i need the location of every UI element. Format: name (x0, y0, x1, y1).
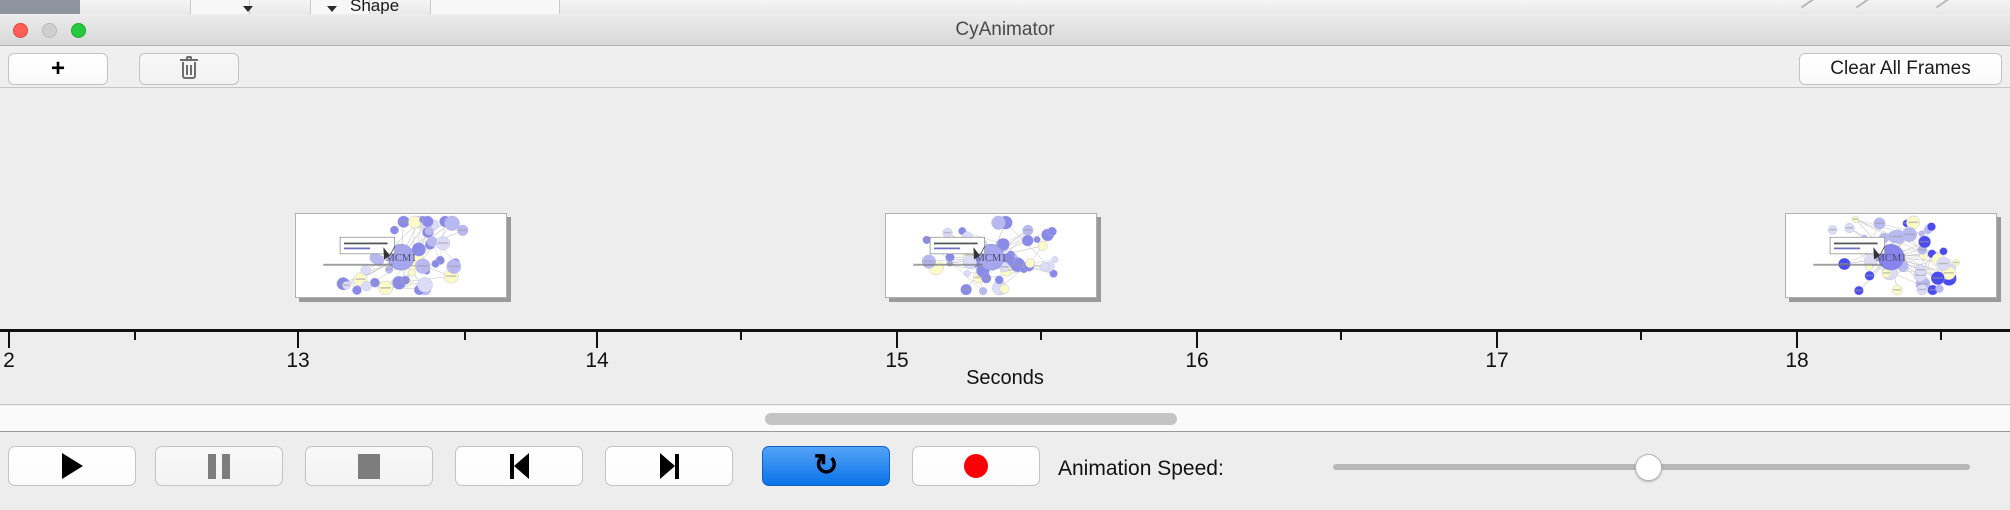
background-decor (1935, 0, 1951, 9)
ruler-tick (1496, 329, 1498, 348)
pause-icon (208, 453, 230, 479)
ruler-tick (740, 329, 742, 340)
skip-end-icon (659, 453, 679, 479)
background-tab (430, 0, 560, 14)
background-decor (1855, 0, 1871, 9)
ruler-tick-label: 13 (286, 349, 310, 372)
ruler-tick-label: 2 (3, 349, 15, 372)
ruler-tick-label: 18 (1785, 349, 1809, 372)
ruler-tick-label: 16 (1185, 349, 1209, 372)
plus-icon: + (50, 55, 65, 82)
ruler-tick-label: 14 (585, 349, 609, 372)
svg-text:MCM1: MCM1 (386, 253, 417, 264)
close-icon[interactable] (13, 23, 28, 38)
play-icon (61, 453, 83, 479)
animation-speed-slider-thumb[interactable] (1635, 454, 1662, 481)
background-decor (1800, 0, 1816, 9)
title-bar: CyAnimator (0, 14, 2010, 46)
playback-bar: ↻ Animation Speed: (0, 433, 2010, 510)
scrollbar-thumb[interactable] (765, 413, 1177, 425)
minimize-icon[interactable] (42, 23, 57, 38)
background-tab (190, 0, 250, 14)
play-button[interactable] (8, 446, 136, 486)
ruler-tick (297, 329, 299, 348)
skip-start-button[interactable] (455, 446, 583, 486)
stop-icon (358, 453, 380, 479)
frame-thumbnail: MCM1 (295, 213, 507, 298)
clear-all-frames-label: Clear All Frames (1830, 58, 1971, 79)
delete-frame-button[interactable] (139, 53, 239, 85)
ruler-tick (1196, 329, 1198, 348)
horizontal-scrollbar[interactable] (0, 406, 2010, 432)
skip-start-icon (509, 453, 529, 479)
background-tab (310, 0, 370, 14)
ruler-tick-label: 17 (1485, 349, 1509, 372)
background-window-strip: Shape (0, 0, 2010, 14)
ruler-tick (596, 329, 598, 348)
animation-speed-label: Animation Speed: (1058, 457, 1224, 480)
timeline-frame[interactable]: MCM1 (1785, 213, 2001, 302)
maximize-icon[interactable] (71, 23, 86, 38)
timeline-panel[interactable]: MCM1 MCM1 MCM1 2 13 14 15 16 17 18 Seconds (0, 88, 2010, 405)
trash-icon (180, 55, 198, 80)
frame-thumbnail: MCM1 (885, 213, 1097, 298)
chevron-down-icon (243, 6, 253, 12)
stop-button (305, 446, 433, 486)
timeline-frame[interactable]: MCM1 (885, 213, 1101, 302)
toolbar: + Clear All Frames (0, 46, 2010, 88)
timeline-frame[interactable]: MCM1 (295, 213, 511, 302)
ruler-tick (8, 329, 10, 348)
ruler-tick (464, 329, 466, 340)
pause-button (155, 446, 283, 486)
ruler-tick (1040, 329, 1042, 340)
record-button[interactable] (912, 446, 1040, 486)
ruler-tick (134, 329, 136, 340)
background-window-dark-block (0, 0, 80, 14)
timeline-ruler (0, 329, 2010, 332)
ruler-tick (1640, 329, 1642, 340)
ruler-tick (1940, 329, 1942, 340)
clear-all-frames-button[interactable]: Clear All Frames (1799, 53, 2002, 85)
svg-text:MCM1: MCM1 (976, 253, 1007, 264)
record-icon (964, 454, 988, 478)
skip-end-button[interactable] (605, 446, 733, 486)
ruler-tick-label: 15 (885, 349, 909, 372)
frame-thumbnail: MCM1 (1785, 213, 1997, 298)
window-title: CyAnimator (955, 19, 1055, 40)
timeline-axis-title: Seconds (966, 367, 1044, 389)
chevron-down-icon (327, 6, 337, 12)
loop-icon: ↻ (813, 449, 839, 482)
add-frame-button[interactable]: + (8, 53, 108, 85)
ruler-tick (1796, 329, 1798, 348)
ruler-tick (1340, 329, 1342, 340)
background-shape-label: Shape (350, 0, 400, 14)
svg-text:MCM1: MCM1 (1876, 253, 1907, 264)
loop-button[interactable]: ↻ (762, 446, 890, 486)
ruler-tick (896, 329, 898, 348)
